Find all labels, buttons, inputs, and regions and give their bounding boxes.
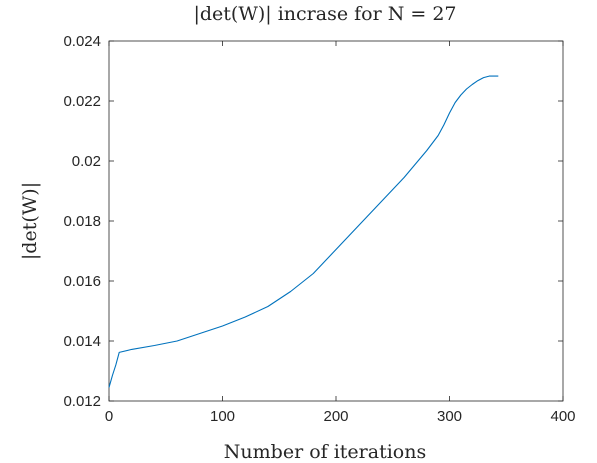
y-tick-label: 0.012 bbox=[63, 393, 101, 410]
x-axis-label: Number of iterations bbox=[224, 441, 426, 463]
x-tick-label: 200 bbox=[323, 408, 348, 425]
plot-area: 0 100 200 300 400 0.012 0.014 0.016 0.018 0.02 0.0… bbox=[63, 33, 575, 425]
y-tick-label: 0.014 bbox=[63, 333, 101, 350]
axes-box bbox=[108, 40, 564, 402]
series-line bbox=[108, 75, 499, 388]
x-tick-label: 300 bbox=[437, 408, 462, 425]
y-tick-label: 0.024 bbox=[63, 33, 101, 50]
chart-title: |det(W)| incrase for N = 27 bbox=[193, 3, 456, 25]
y-tick-label: 0.018 bbox=[63, 213, 101, 230]
y-tick-label: 0.022 bbox=[63, 93, 101, 110]
x-tick-label: 400 bbox=[550, 408, 575, 425]
x-tick-label: 0 bbox=[105, 408, 113, 425]
y-tick-label: 0.02 bbox=[72, 153, 101, 170]
y-tick-label: 0.016 bbox=[63, 273, 101, 290]
y-axis-label: |det(W)| bbox=[19, 182, 41, 260]
x-tick-label: 100 bbox=[210, 408, 235, 425]
